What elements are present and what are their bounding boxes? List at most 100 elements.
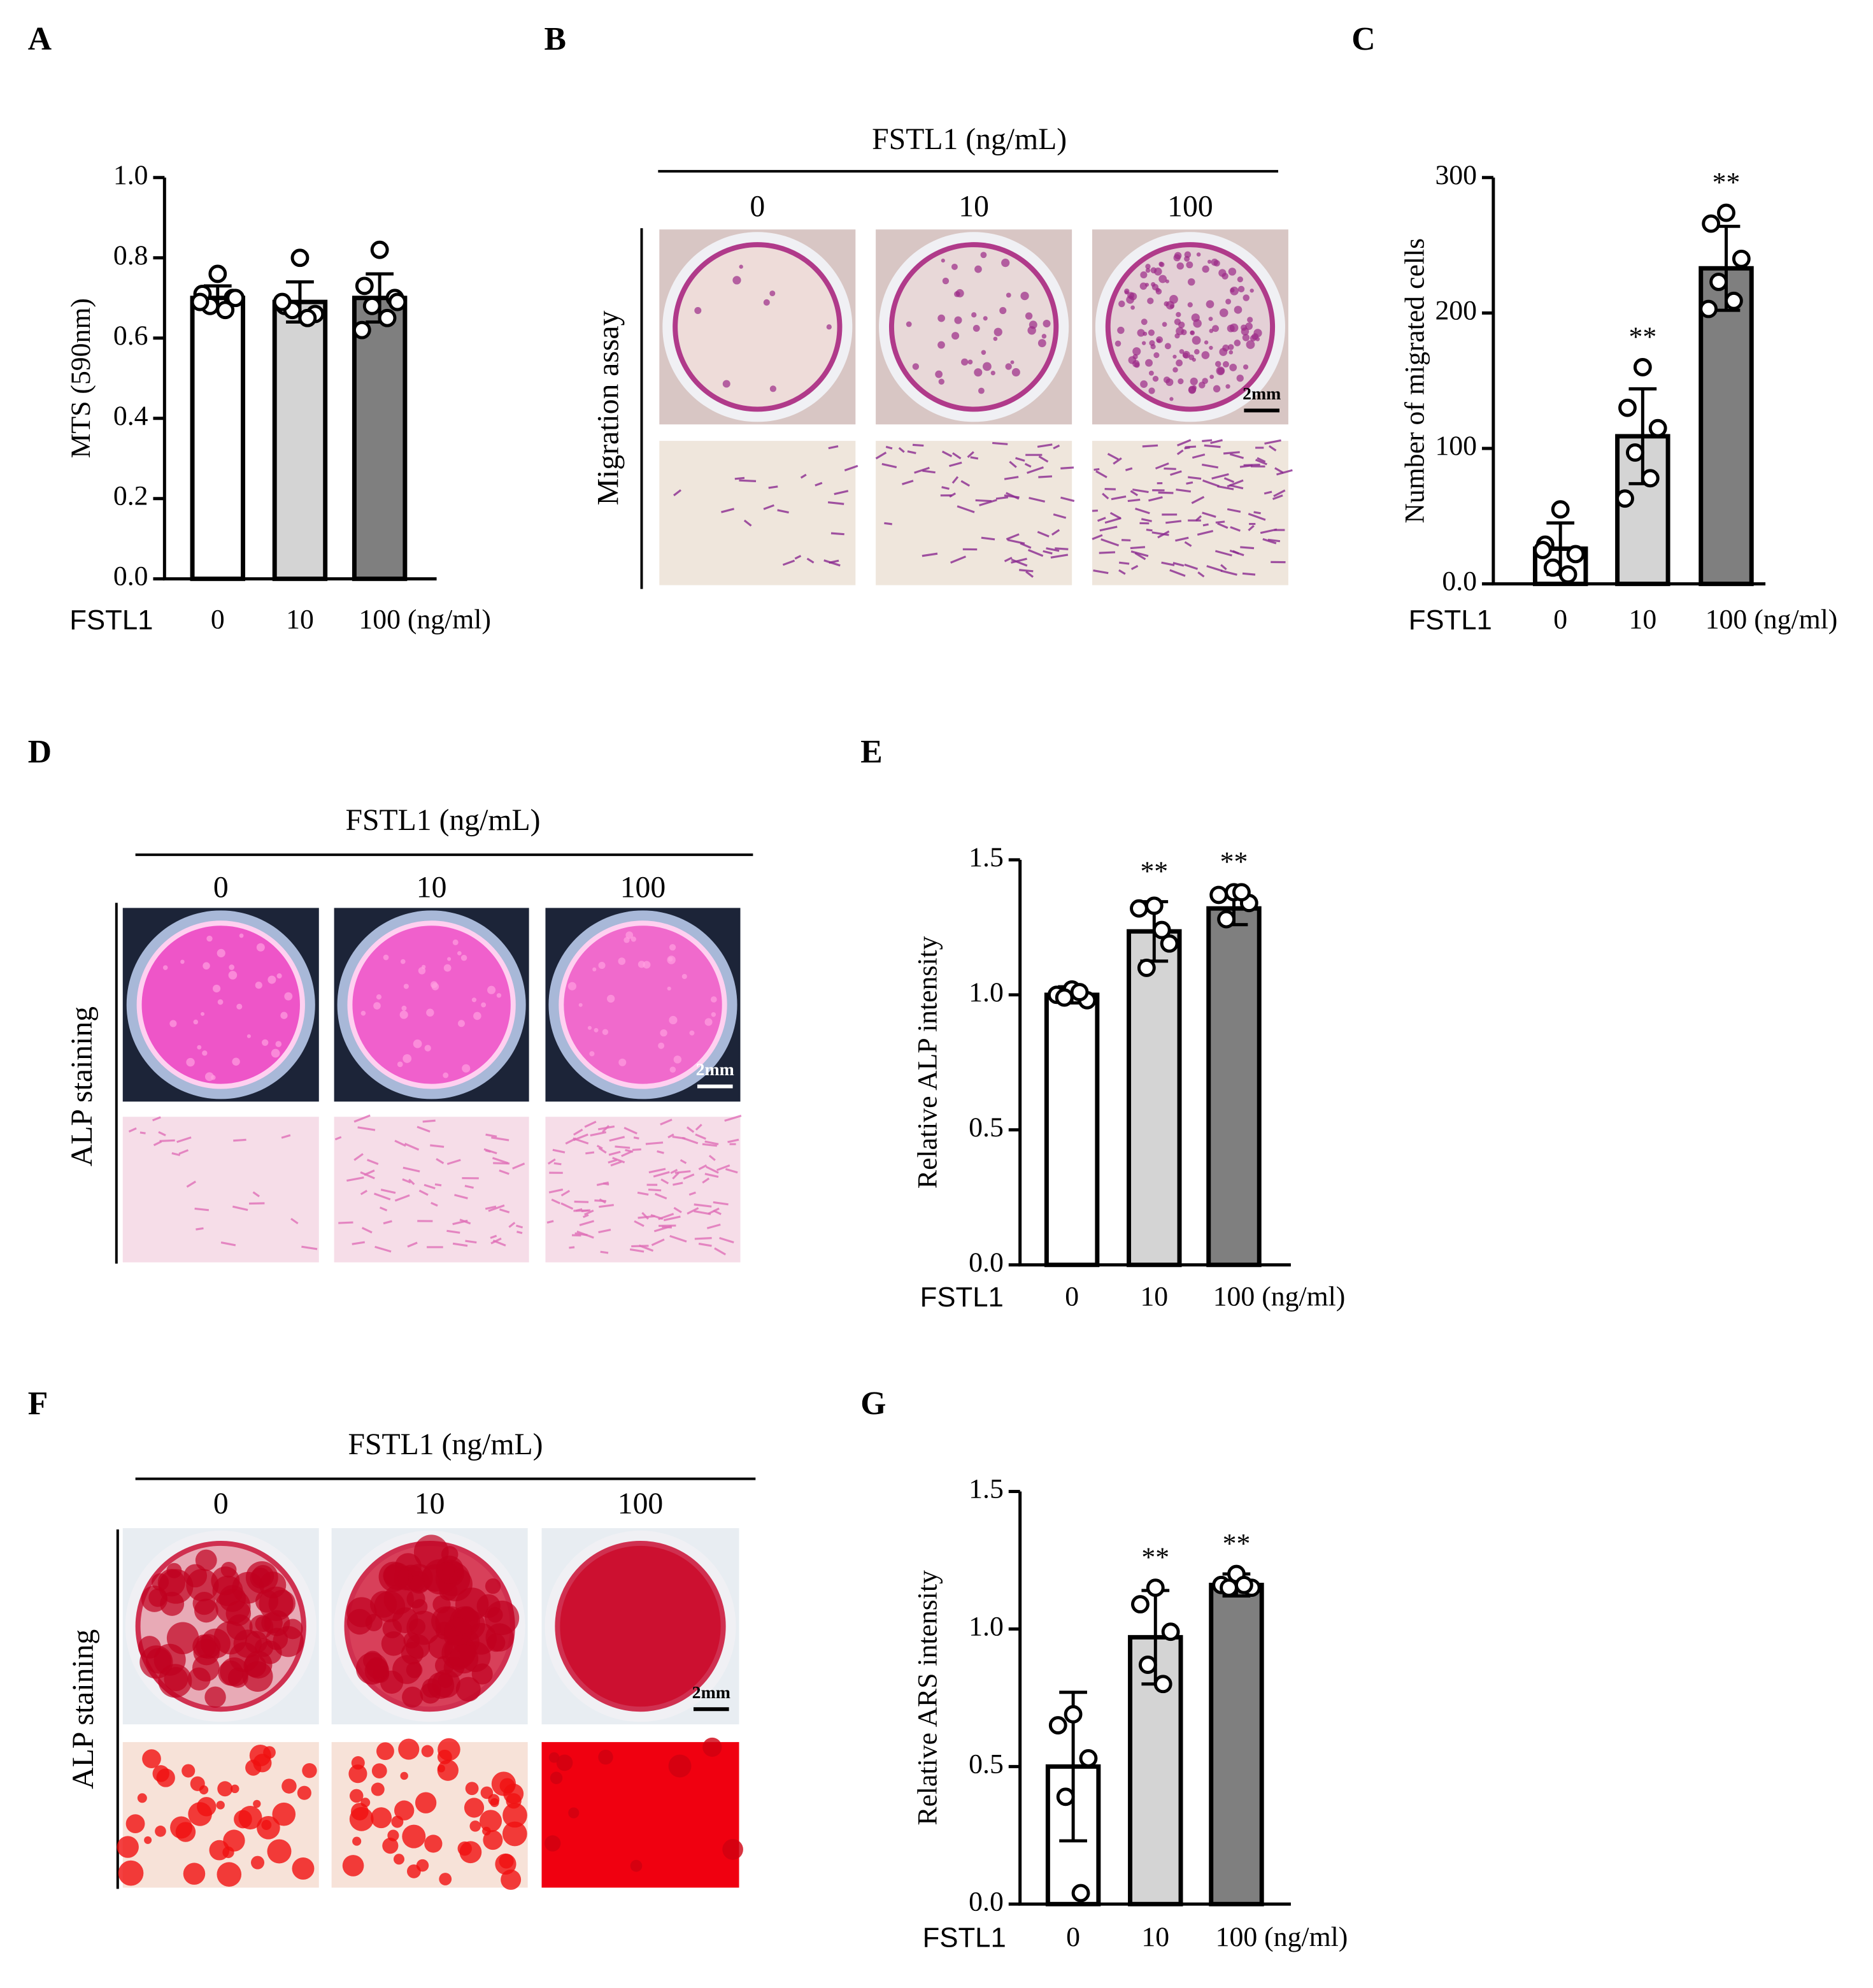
- cell: [1099, 526, 1118, 532]
- stain-blob: [223, 1829, 245, 1852]
- cell: [704, 1140, 719, 1145]
- cell: [667, 1133, 674, 1139]
- stain-speck: [1204, 340, 1209, 345]
- stain-blob: [144, 1836, 152, 1844]
- cell: [418, 1189, 429, 1196]
- cell: [599, 1204, 614, 1208]
- stain-speck: [637, 961, 646, 968]
- cell: [1050, 554, 1069, 559]
- stain-blob: [416, 1859, 429, 1872]
- y-tick-label: 0.2: [113, 481, 148, 511]
- panel-label: G: [860, 1385, 886, 1422]
- stain-speck: [370, 1591, 397, 1618]
- cell: [673, 1206, 682, 1213]
- stain-speck: [204, 1686, 226, 1708]
- cell: [579, 1220, 595, 1226]
- cell: [232, 1205, 248, 1212]
- stain-speck: [1251, 333, 1258, 340]
- stain-speck: [217, 999, 224, 1005]
- data-point: [1616, 489, 1634, 508]
- stain-speck: [1176, 311, 1181, 317]
- data-point: [1566, 545, 1585, 564]
- cell: [1264, 439, 1281, 445]
- bar: [272, 299, 328, 582]
- micrograph: [122, 1117, 319, 1262]
- cell: [830, 532, 844, 536]
- cell: [383, 1220, 392, 1225]
- stain-speck: [373, 1002, 381, 1010]
- cell: [281, 1134, 291, 1139]
- stain-blob: [170, 1816, 193, 1839]
- cell: [1230, 526, 1241, 532]
- stain-speck: [406, 1661, 423, 1678]
- stain-speck: [201, 1012, 205, 1016]
- cell: [598, 1147, 607, 1154]
- stain-speck: [598, 962, 606, 969]
- stain-speck: [402, 1054, 412, 1063]
- stain-speck: [432, 1595, 451, 1613]
- stain-speck: [1209, 345, 1213, 350]
- bar: [190, 296, 246, 582]
- stain-speck: [1199, 382, 1206, 389]
- stain-speck: [1149, 340, 1155, 347]
- stain-speck: [912, 363, 920, 370]
- stain-speck: [212, 984, 221, 993]
- cell: [492, 1157, 509, 1164]
- stain-speck: [378, 1561, 409, 1592]
- data-point: [1232, 883, 1251, 902]
- stain-blob: [125, 1814, 145, 1834]
- cell: [702, 1177, 710, 1184]
- cell: [560, 1190, 571, 1197]
- stain-speck: [275, 1041, 282, 1047]
- cell: [1220, 569, 1237, 576]
- cell: [1176, 488, 1192, 493]
- cell: [1158, 491, 1174, 494]
- data-point: [1138, 1655, 1157, 1674]
- stain-speck: [485, 1578, 501, 1594]
- cell: [686, 1126, 695, 1133]
- stain-speck: [1237, 276, 1243, 283]
- stain-speck: [376, 994, 382, 1000]
- stain-speck: [201, 1628, 231, 1659]
- stain-speck: [227, 1667, 248, 1688]
- data-point: [1648, 418, 1667, 438]
- stain-blob: [630, 1859, 643, 1872]
- cell: [960, 480, 971, 487]
- cell: [465, 1240, 477, 1244]
- data-point: [352, 320, 371, 340]
- cell: [360, 1189, 368, 1196]
- cell: [547, 1158, 556, 1165]
- cell: [1248, 513, 1266, 521]
- cell: [194, 1207, 210, 1212]
- well: [673, 242, 843, 412]
- stain-blob: [702, 1737, 722, 1757]
- cell: [1015, 457, 1025, 462]
- stain-speck: [1187, 302, 1193, 308]
- cell: [1202, 439, 1213, 443]
- stain-blob: [391, 1815, 404, 1828]
- stain-speck: [1209, 375, 1214, 380]
- stain-blob: [222, 1846, 234, 1859]
- stain-speck: [1020, 291, 1029, 301]
- stain-speck: [203, 962, 210, 970]
- y-tick-label: 100: [1435, 431, 1477, 461]
- stain-speck: [1001, 259, 1010, 268]
- stain-speck: [1186, 261, 1193, 269]
- stain-speck: [256, 943, 265, 952]
- stain-speck: [763, 299, 770, 306]
- cell: [488, 1204, 505, 1212]
- stain-speck: [1155, 287, 1160, 292]
- cell: [1027, 548, 1044, 557]
- cell: [1184, 541, 1192, 547]
- stain-speck: [1172, 367, 1178, 373]
- scale-bar-label: 2mm: [696, 1060, 734, 1080]
- y-tick-label: 1.0: [969, 1611, 1004, 1641]
- cell: [716, 1164, 730, 1171]
- stain-speck: [589, 1051, 595, 1057]
- cell: [612, 1157, 625, 1164]
- cell: [553, 1162, 562, 1166]
- significance: **: [1628, 322, 1656, 352]
- stain-speck: [1115, 340, 1122, 347]
- stain-speck: [710, 996, 717, 1003]
- cell: [768, 485, 778, 489]
